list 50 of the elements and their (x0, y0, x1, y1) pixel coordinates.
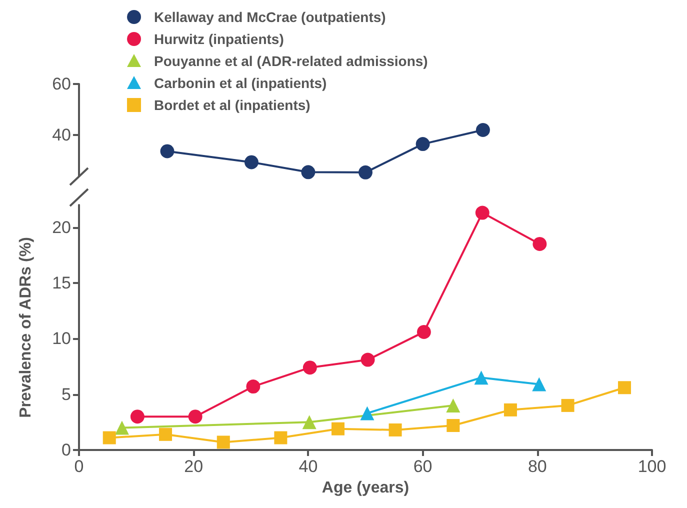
point (446, 419, 460, 432)
point (188, 410, 202, 424)
x-tick-label: 100 (638, 457, 666, 476)
x-tick-label: 80 (528, 457, 547, 476)
point (102, 431, 116, 444)
legend-label: Kellaway and McCrae (outpatients) (154, 8, 386, 27)
x-tick-label: 20 (184, 457, 204, 476)
y-tick-label: 20 (52, 218, 71, 237)
y-tick-label: 40 (52, 126, 71, 145)
point (475, 206, 490, 220)
point (130, 410, 144, 424)
point (416, 324, 431, 339)
point (504, 403, 517, 416)
point (388, 423, 402, 436)
point (358, 165, 372, 180)
x-tick-label: 40 (298, 457, 318, 476)
y-tick-label: 10 (52, 329, 71, 348)
y-tick-label: 5 (62, 384, 71, 404)
point (416, 137, 430, 152)
point (246, 380, 260, 394)
point (532, 236, 547, 251)
point (474, 370, 488, 385)
legend-label: Carbonin et al (inpatients) (154, 74, 327, 93)
point (244, 155, 258, 170)
x-tick-label: 0 (74, 457, 84, 476)
legend-label: Pouyanne et al (ADR-related admissions) (154, 52, 428, 71)
point (446, 398, 460, 412)
point (360, 352, 375, 367)
point (159, 428, 172, 441)
point (618, 381, 631, 394)
x-tick-label: 60 (413, 457, 432, 476)
point (360, 406, 374, 420)
point (331, 422, 344, 436)
point (114, 420, 129, 435)
point (160, 144, 174, 158)
legend-label: Hurwitz (inpatients) (154, 30, 284, 49)
point (302, 415, 316, 430)
point (274, 431, 288, 444)
y-tick-label: 0 (62, 440, 71, 460)
y-axis-title: Prevalence of ADRs (%) (18, 237, 34, 418)
point (476, 123, 490, 137)
point (302, 360, 317, 375)
y-tick-label: 60 (52, 74, 71, 94)
point (216, 436, 230, 449)
point (561, 398, 574, 412)
y-tick-label: 15 (52, 273, 71, 292)
point (532, 377, 546, 392)
x-axis-title: Age (years) (322, 480, 410, 496)
legend-label: Bordet et al (inpatients) (154, 96, 310, 115)
point (301, 165, 316, 180)
